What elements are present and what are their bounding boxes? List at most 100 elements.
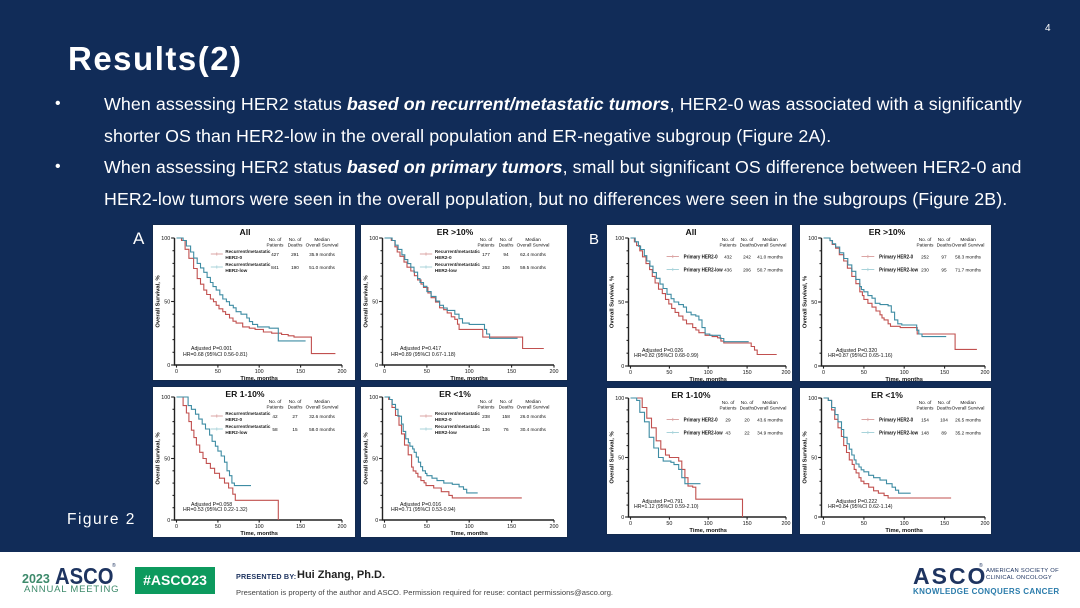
svg-text:Overall Survival: Overall Survival bbox=[306, 405, 339, 410]
svg-text:Primary HER2-low: Primary HER2-low bbox=[684, 431, 723, 437]
svg-text:190: 190 bbox=[291, 265, 299, 270]
svg-text:100: 100 bbox=[615, 396, 624, 402]
svg-text:0: 0 bbox=[629, 370, 632, 376]
svg-text:106: 106 bbox=[502, 265, 510, 270]
svg-text:100: 100 bbox=[900, 370, 909, 376]
svg-text:Time, months: Time, months bbox=[885, 377, 923, 382]
svg-text:Recurrent/metastatic: Recurrent/metastatic bbox=[435, 262, 480, 267]
svg-text:Median: Median bbox=[960, 237, 976, 242]
svg-text:0: 0 bbox=[814, 515, 817, 521]
svg-text:Patients: Patients bbox=[267, 405, 285, 410]
svg-text:0: 0 bbox=[375, 518, 378, 524]
svg-text:HR=0.71 (95%CI 0.53-0.94): HR=0.71 (95%CI 0.53-0.94) bbox=[391, 507, 456, 513]
svg-text:Time, months: Time, months bbox=[450, 531, 488, 537]
svg-text:Overall Survival, %: Overall Survival, % bbox=[610, 431, 616, 483]
svg-text:Primary HER2-0: Primary HER2-0 bbox=[684, 418, 718, 424]
svg-text:51.0 months: 51.0 months bbox=[309, 265, 335, 270]
svg-text:Adjusted P=0.222: Adjusted P=0.222 bbox=[836, 499, 877, 505]
svg-text:Adjusted P=0.026: Adjusted P=0.026 bbox=[642, 348, 683, 354]
svg-text:150: 150 bbox=[743, 521, 752, 527]
svg-text:89: 89 bbox=[941, 431, 947, 436]
svg-text:34.9 months: 34.9 months bbox=[757, 431, 783, 436]
svg-text:200: 200 bbox=[550, 524, 559, 530]
svg-text:206: 206 bbox=[743, 268, 751, 273]
svg-text:Overall Survival: Overall Survival bbox=[952, 243, 985, 248]
svg-text:Overall Survival, %: Overall Survival, % bbox=[156, 432, 162, 484]
svg-text:158: 158 bbox=[502, 414, 510, 419]
svg-text:50: 50 bbox=[861, 370, 867, 376]
svg-text:0: 0 bbox=[822, 370, 825, 376]
svg-text:HER2-0: HER2-0 bbox=[435, 255, 452, 260]
svg-text:Median: Median bbox=[960, 400, 976, 405]
svg-text:Patients: Patients bbox=[917, 406, 935, 411]
svg-text:No. of: No. of bbox=[722, 237, 735, 242]
svg-text:No. of: No. of bbox=[919, 237, 932, 242]
svg-text:Patients: Patients bbox=[478, 243, 496, 248]
svg-text:Adjusted P=0.016: Adjusted P=0.016 bbox=[400, 502, 441, 508]
svg-text:0: 0 bbox=[629, 521, 632, 527]
svg-text:Median: Median bbox=[762, 400, 778, 405]
svg-text:58.0 months: 58.0 months bbox=[309, 427, 335, 432]
svg-text:HER2-low: HER2-low bbox=[225, 430, 247, 435]
svg-text:Adjusted P=0.417: Adjusted P=0.417 bbox=[400, 346, 441, 352]
svg-text:0: 0 bbox=[175, 524, 178, 530]
svg-text:50: 50 bbox=[164, 456, 170, 462]
svg-text:50: 50 bbox=[424, 524, 430, 530]
svg-text:50: 50 bbox=[811, 300, 817, 306]
svg-text:150: 150 bbox=[507, 369, 516, 375]
svg-text:41.0 months: 41.0 months bbox=[757, 255, 783, 260]
svg-text:All: All bbox=[686, 227, 697, 237]
svg-text:Recurrent/metastatic: Recurrent/metastatic bbox=[435, 411, 480, 416]
svg-text:No. of: No. of bbox=[741, 237, 754, 242]
svg-text:Median: Median bbox=[314, 237, 330, 242]
svg-text:Overall Survival, %: Overall Survival, % bbox=[364, 432, 370, 484]
svg-text:100: 100 bbox=[369, 395, 378, 401]
svg-text:22: 22 bbox=[744, 431, 750, 436]
svg-text:No. of: No. of bbox=[500, 399, 513, 404]
svg-text:427: 427 bbox=[271, 252, 279, 257]
svg-text:150: 150 bbox=[940, 521, 949, 527]
svg-text:Patients: Patients bbox=[267, 243, 285, 248]
svg-text:Deaths: Deaths bbox=[740, 406, 756, 411]
svg-text:HR=0.87 (95%CI 0.65-1.16): HR=0.87 (95%CI 0.65-1.16) bbox=[828, 353, 893, 359]
svg-text:50.7 months: 50.7 months bbox=[757, 268, 783, 273]
svg-text:Deaths: Deaths bbox=[937, 243, 953, 248]
svg-text:50: 50 bbox=[618, 300, 624, 306]
svg-text:242: 242 bbox=[743, 255, 751, 260]
svg-text:Deaths: Deaths bbox=[937, 406, 953, 411]
svg-text:200: 200 bbox=[338, 369, 347, 375]
svg-text:HR=0.68 (95%CI 0.56-0.81): HR=0.68 (95%CI 0.56-0.81) bbox=[183, 352, 248, 358]
svg-text:26.0 months: 26.0 months bbox=[520, 414, 546, 419]
svg-text:50: 50 bbox=[215, 369, 221, 375]
svg-text:58: 58 bbox=[272, 427, 278, 432]
svg-text:100: 100 bbox=[704, 370, 713, 376]
svg-text:No. of: No. of bbox=[919, 400, 932, 405]
svg-text:Deaths: Deaths bbox=[499, 243, 515, 248]
svg-text:Overall Survival: Overall Survival bbox=[517, 405, 550, 410]
svg-text:No. of: No. of bbox=[480, 237, 493, 242]
svg-text:Time, months: Time, months bbox=[240, 376, 278, 381]
svg-text:Overall Survival, %: Overall Survival, % bbox=[610, 276, 616, 328]
svg-text:0: 0 bbox=[822, 521, 825, 527]
svg-text:432: 432 bbox=[724, 255, 732, 260]
svg-text:150: 150 bbox=[743, 370, 752, 376]
svg-text:59.5 months: 59.5 months bbox=[520, 265, 546, 270]
svg-text:50: 50 bbox=[811, 455, 817, 461]
svg-text:100: 100 bbox=[704, 521, 713, 527]
svg-text:436: 436 bbox=[724, 268, 732, 273]
svg-text:Adjusted P=0.791: Adjusted P=0.791 bbox=[642, 499, 683, 505]
svg-text:15: 15 bbox=[292, 427, 298, 432]
svg-text:Patients: Patients bbox=[478, 405, 496, 410]
svg-text:50: 50 bbox=[666, 521, 672, 527]
svg-text:Time, months: Time, months bbox=[689, 377, 727, 382]
svg-text:50: 50 bbox=[372, 456, 378, 462]
svg-text:Adjusted P=0.001: Adjusted P=0.001 bbox=[191, 346, 232, 352]
svg-text:HR=0.53 (95%CI 0.22-1.32): HR=0.53 (95%CI 0.22-1.32) bbox=[183, 507, 248, 513]
svg-text:Overall Survival: Overall Survival bbox=[517, 243, 550, 248]
svg-text:Recurrent/metastatic: Recurrent/metastatic bbox=[435, 249, 480, 254]
svg-text:35.9 months: 35.9 months bbox=[309, 252, 335, 257]
svg-text:0: 0 bbox=[621, 364, 624, 370]
svg-text:150: 150 bbox=[940, 370, 949, 376]
svg-text:100: 100 bbox=[255, 369, 264, 375]
svg-text:Adjusted P=0.058: Adjusted P=0.058 bbox=[191, 502, 232, 508]
